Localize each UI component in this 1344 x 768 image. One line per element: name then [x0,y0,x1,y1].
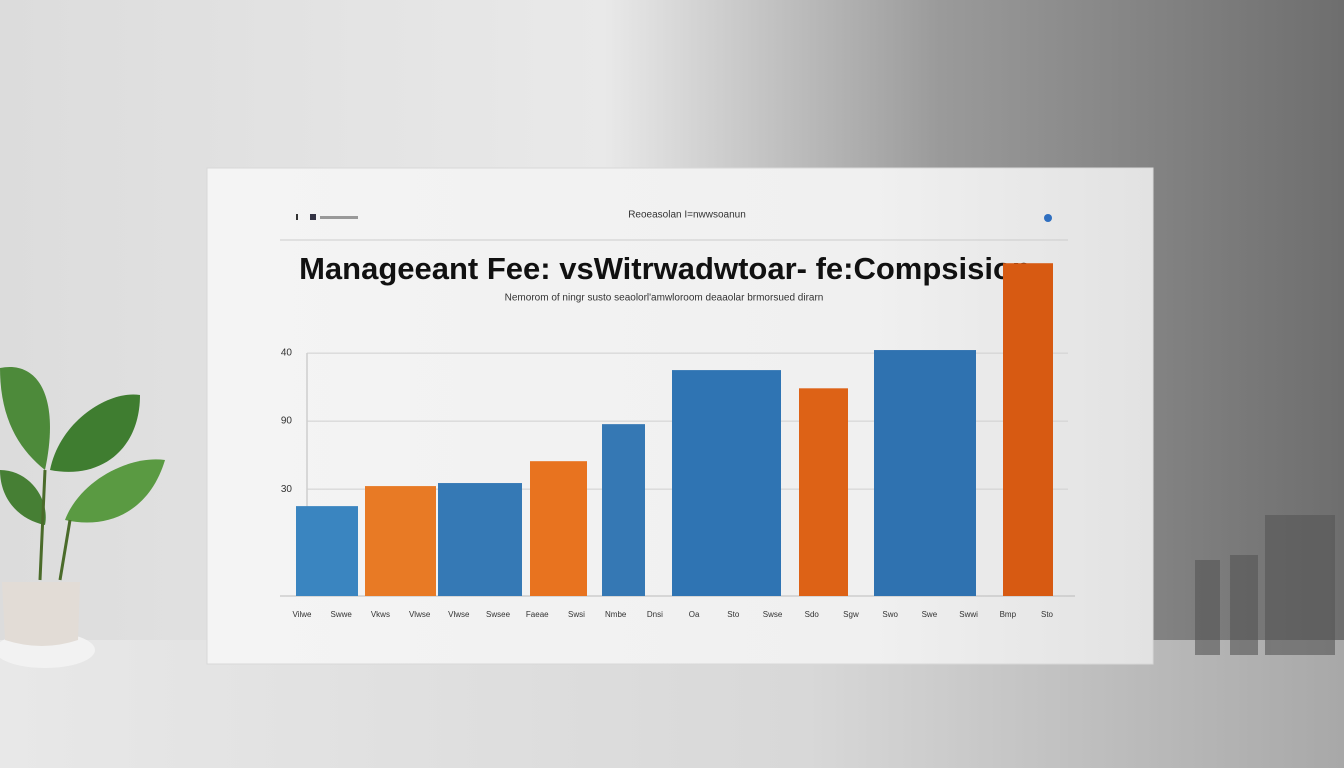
chart-title: Manageeant Fee: vsWitrwadwtoar- fe:Comps… [299,251,1031,286]
bar [296,506,358,596]
x-tick-label: Faeae [526,610,549,619]
bar [438,483,522,596]
x-tick-label: Dnsi [647,610,663,619]
x-tick-label: Oa [689,610,700,619]
x-tick-label: Bmp [1000,610,1017,619]
x-tick-label: Sgw [843,610,859,619]
y-tick-label: 90 [281,416,293,427]
x-tick-label: Vlwse [409,610,431,619]
plant [0,366,165,668]
bar [672,370,781,596]
x-tick-label: Vkws [371,610,390,619]
x-tick-label: Swsi [568,610,585,619]
x-tick-label: Sto [727,610,740,619]
bar [799,388,848,596]
bar [1003,263,1053,596]
x-tick-label: Swsee [486,610,511,619]
y-tick-label: 40 [281,348,293,359]
toolbar-icons [280,214,1068,241]
x-tick-label: Vlwse [448,610,470,619]
x-tick-label: Sto [1041,610,1054,619]
x-tick-label: Swwi [959,610,978,619]
bar [602,424,645,596]
x-tick-label: Vilwe [293,610,313,619]
books [1195,515,1335,655]
chart-subtitle: Nemorom of ningr susto seaolorl'amwloroo… [505,293,824,304]
x-tick-label: Swe [922,610,938,619]
bar [365,486,436,596]
y-tick-label: 30 [281,484,293,495]
header-text: Reoeasolan I=nwwsoanun [628,210,746,221]
x-tick-label: Sdo [805,610,820,619]
x-tick-label: Swse [763,610,783,619]
x-tick-label: Swo [882,610,898,619]
bar [530,461,587,596]
x-tick-label: Nmbe [605,610,627,619]
bar [874,350,976,596]
x-tick-label: Swwe [331,610,353,619]
